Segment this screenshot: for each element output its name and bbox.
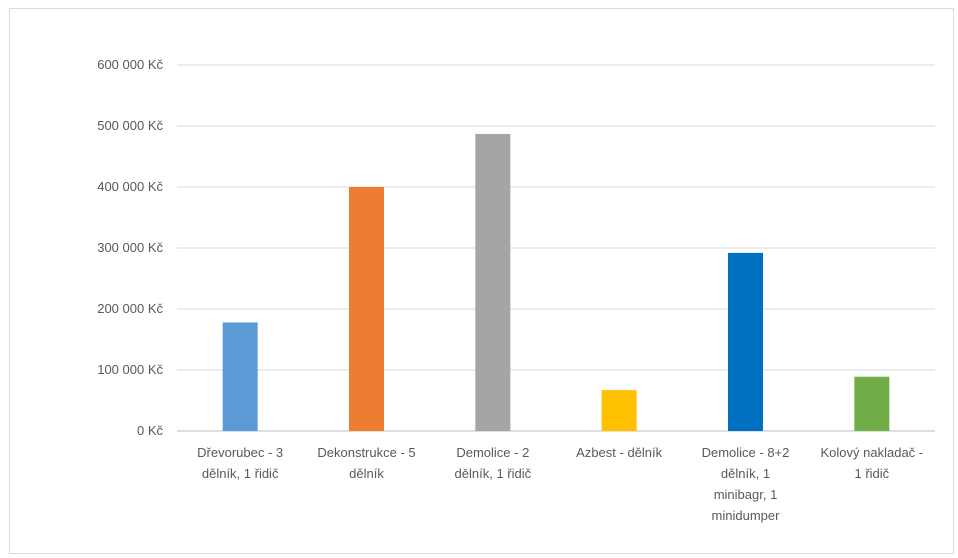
x-category-label: Dekonstrukce - 5 dělník — [317, 445, 415, 481]
x-category-label: Demolice - 2 dělník, 1 řidič — [455, 445, 532, 481]
x-category-label-line: Dekonstrukce - 5 — [317, 445, 415, 460]
y-tick-label: 300 000 Kč — [97, 240, 163, 255]
x-category-label-line: Kolový nakladač - — [821, 445, 924, 460]
x-category-label-line: Demolice - 8+2 — [702, 445, 790, 460]
y-tick-label: 500 000 Kč — [97, 118, 163, 133]
bar — [349, 187, 384, 431]
x-axis-category-labels: Dřevorubec - 3 dělník, 1 řidič Dekonstrukc… — [197, 445, 923, 523]
bar — [854, 376, 890, 431]
x-category-label-line: Azbest - dělník — [576, 445, 662, 460]
bar — [601, 390, 637, 431]
y-tick-label: 100 000 Kč — [97, 362, 163, 377]
x-category-label-line: dělník, 1 — [721, 466, 770, 481]
y-tick-label: 600 000 Kč — [97, 57, 163, 72]
x-category-label-line: dělník, 1 řidič — [455, 466, 532, 481]
x-category-label: Dřevorubec - 3 dělník, 1 řidič — [197, 445, 283, 481]
gridlines — [177, 64, 935, 432]
y-tick-label: 0 Kč — [137, 423, 164, 438]
x-category-label: Azbest - dělník — [576, 445, 662, 460]
x-category-label-line: 1 řidič — [854, 466, 889, 481]
bar — [222, 322, 258, 431]
x-category-label: Kolový nakladač - 1 řidič — [821, 445, 924, 481]
bar — [475, 133, 511, 431]
y-tick-label: 200 000 Kč — [97, 301, 163, 316]
x-category-label-line: minidumper — [712, 508, 781, 523]
bars — [222, 133, 890, 431]
x-category-label-line: Dřevorubec - 3 — [197, 445, 283, 460]
bar — [728, 252, 763, 431]
x-category-label-line: dělník — [349, 466, 384, 481]
x-category-label-line: Demolice - 2 — [456, 445, 529, 460]
x-category-label-line: minibagr, 1 — [714, 487, 778, 502]
x-category-label-line: dělník, 1 řidič — [202, 466, 279, 481]
y-axis-tick-labels: 0 Kč 100 000 Kč 200 000 Kč 300 000 Kč 400 00… — [97, 57, 163, 438]
x-category-label: Demolice - 8+2 dělník, 1 minibagr, 1 minidu… — [702, 445, 790, 523]
y-tick-label: 400 000 Kč — [97, 179, 163, 194]
